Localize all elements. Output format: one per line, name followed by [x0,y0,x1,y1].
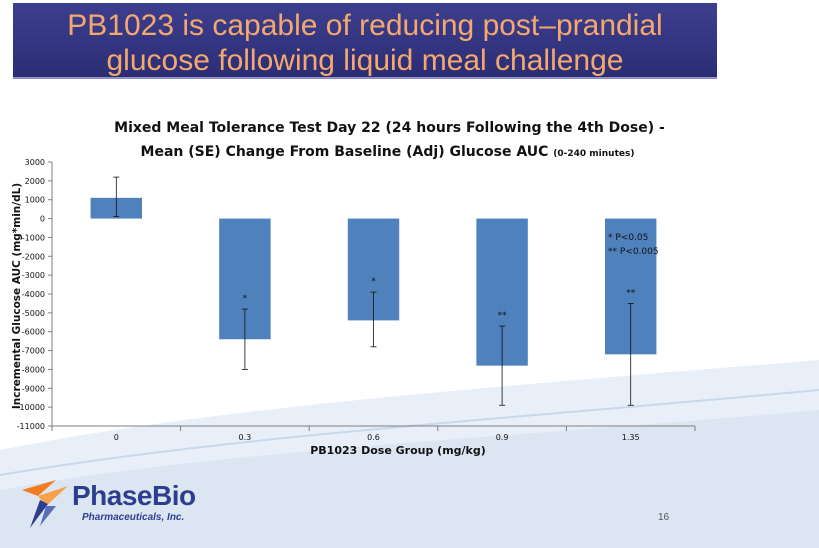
y-tick-label: -3000 [22,271,45,280]
y-tick-label: 3000 [25,158,45,167]
slide-title-line2: glucose following liquid meal challenge [106,44,624,77]
x-tick-label: 0.9 [496,433,509,442]
significance-marker: ** [498,311,508,321]
background-wave [0,360,819,548]
chart-title-line1: Mixed Meal Tolerance Test Day 22 (24 hou… [114,120,665,136]
y-tick-label: -10000 [17,403,45,412]
company-logo: PhaseBio Pharmaceuticals, Inc. [16,476,206,531]
y-axis: 3000 2000 1000 0 -1000 -2000 -3000 -4000 -5000 -6… [17,158,53,431]
title-banner: PB1023 is capable of reducing post–prand… [13,3,717,79]
y-tick-label: -6000 [22,328,45,337]
y-tick-label: -11000 [17,422,45,431]
y-tick-label: -8000 [22,365,45,374]
y-tick-label: 1000 [25,196,45,205]
x-tick-label: 0.3 [239,433,252,442]
chart-title-line2: Mean (SE) Change From Baseline (Adj) Glu… [0,144,797,160]
y-tick-label: 2000 [25,177,45,186]
y-axis-label: Incremental Glucose AUC (mg*min/dL) [11,183,23,409]
x-tick-label: 1.35 [622,433,640,442]
significance-marker: * [243,294,248,304]
x-tick-label: 0 [114,433,119,442]
logo-name: PhaseBio [72,480,196,511]
y-tick-label: -1000 [22,233,45,242]
chart-title-main: Mean (SE) Change From Baseline (Adj) Glu… [140,144,549,160]
logo-mark-icon [22,480,68,528]
y-tick-label: -9000 [22,384,45,393]
chart-title-note: (0-240 minutes) [553,149,635,159]
y-tick-label: -4000 [22,290,45,299]
slide-title-line1: PB1023 is capable of reducing post–prand… [67,9,663,42]
significance-note-1: * P<0.05 [608,233,648,243]
bars: ****** [90,176,657,406]
significance-marker: ** [626,288,636,298]
logo-subtitle: Pharmaceuticals, Inc. [82,512,185,523]
page-number: 16 [658,512,670,523]
significance-marker: * [371,277,376,287]
y-tick-label: -2000 [22,252,45,261]
significance-note-2: ** P<0.005 [608,247,659,257]
x-tick-label: 0.6 [367,433,380,442]
y-tick-label: -5000 [22,309,45,318]
y-tick-label: -7000 [22,347,45,356]
x-axis: 0 0.3 0.6 0.9 1.35 [51,425,696,442]
x-axis-label: PB1023 Dose Group (mg/kg) [310,444,486,457]
y-tick-label: 0 [40,215,45,224]
